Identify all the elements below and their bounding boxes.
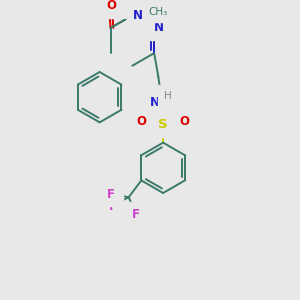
Text: H: H [164, 91, 172, 101]
Text: O: O [180, 116, 190, 128]
Text: N: N [154, 22, 164, 34]
Text: N: N [150, 96, 160, 110]
Text: CH₃: CH₃ [148, 7, 168, 17]
Text: S: S [158, 118, 168, 131]
Text: F: F [132, 208, 140, 221]
Text: O: O [136, 116, 147, 128]
Text: F: F [109, 200, 117, 214]
Text: O: O [106, 0, 116, 12]
Text: N: N [132, 9, 142, 22]
Text: F: F [106, 188, 115, 201]
